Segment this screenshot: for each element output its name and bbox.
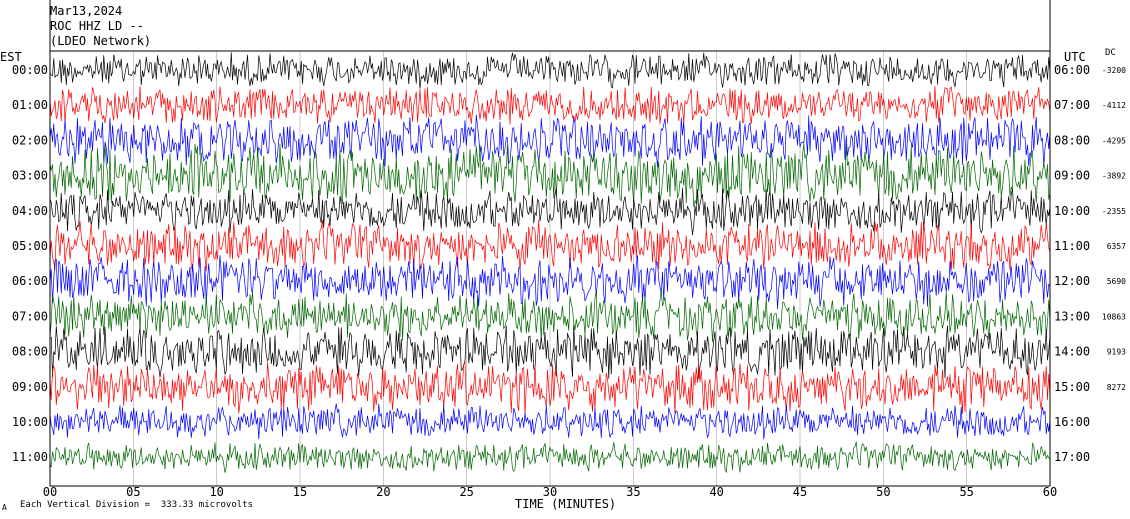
dc-offset-15:00: 8272 (1107, 383, 1126, 392)
utc-label-10:00: 10:00 (1054, 204, 1090, 218)
utc-label-13:00: 13:00 (1054, 309, 1090, 323)
x-tick-15: 15 (293, 485, 307, 499)
est-label-06:00: 06:00 (12, 274, 48, 288)
utc-row-labels: 06:00 07:00 08:00 09:00 10:00 11:00 12:00 13:00… (1054, 63, 1090, 464)
trace-16:00 (49, 403, 1051, 440)
utc-label-06:00: 06:00 (1054, 63, 1090, 77)
x-axis-ticks: 00 05 10 15 20 25 30 35 40 45 50 55 60 (43, 51, 1057, 499)
x-tick-05: 05 (126, 485, 140, 499)
plot-date: Mar13,2024 (50, 4, 123, 18)
est-axis-title: EST (0, 50, 22, 64)
est-label-11:00: 11:00 (12, 450, 48, 464)
est-label-07:00: 07:00 (12, 309, 48, 323)
utc-label-14:00: 14:00 (1054, 345, 1090, 359)
x-axis-title: TIME (MINUTES) (515, 497, 617, 511)
utc-label-08:00: 08:00 (1054, 133, 1090, 147)
trace-17:00 (49, 441, 1051, 474)
vertical-division-note: Each Vertical Division = 333.33 microvol… (20, 500, 253, 510)
utc-label-11:00: 11:00 (1054, 239, 1090, 253)
corner-mark: A (2, 503, 7, 512)
utc-label-12:00: 12:00 (1054, 274, 1090, 288)
dc-offset-08:00: -4295 (1102, 136, 1126, 145)
utc-label-09:00: 09:00 (1054, 169, 1090, 183)
dc-offset-07:00: -4112 (1102, 101, 1126, 110)
utc-label-16:00: 16:00 (1054, 415, 1090, 429)
x-tick-30: 30 (543, 485, 557, 499)
dc-offset-labels: -3200 -4112 -4295 -3892 -2355 6357 5690 10863 91… (1102, 66, 1126, 392)
seismic-traces (49, 52, 1051, 474)
trace-11:00 (49, 220, 1051, 272)
trace-08:00 (49, 114, 1051, 168)
trace-07:00 (49, 86, 1051, 125)
est-label-05:00: 05:00 (12, 239, 48, 253)
x-tick-50: 50 (876, 485, 890, 499)
plot-frame (49, 0, 1051, 487)
trace-14:00 (50, 325, 1051, 379)
dc-offset-10:00: -2355 (1102, 207, 1126, 216)
utc-label-17:00: 17:00 (1054, 450, 1090, 464)
est-label-03:00: 03:00 (12, 169, 48, 183)
trace-10:00 (49, 187, 1051, 236)
x-tick-35: 35 (626, 485, 640, 499)
dc-offset-11:00: 6357 (1107, 242, 1126, 251)
est-label-01:00: 01:00 (12, 98, 48, 112)
x-tick-45: 45 (793, 485, 807, 499)
network-name: (LDEO Network) (50, 34, 152, 48)
dc-offset-12:00: 5690 (1107, 277, 1126, 286)
station-code: ROC HHZ LD -- (50, 19, 144, 33)
x-tick-40: 40 (709, 485, 723, 499)
est-row-labels: 00:00 01:00 02:00 03:00 04:00 05:00 06:00 07:00… (12, 63, 48, 464)
x-tick-20: 20 (376, 485, 390, 499)
est-label-02:00: 02:00 (12, 133, 48, 147)
est-label-09:00: 09:00 (12, 380, 48, 394)
est-label-10:00: 10:00 (12, 415, 48, 429)
dc-column-title: DC (1105, 48, 1116, 58)
trace-06:00 (49, 52, 1051, 89)
dc-offset-13:00: 10863 (1102, 312, 1126, 321)
x-tick-55: 55 (959, 485, 973, 499)
x-tick-25: 25 (459, 485, 473, 499)
trace-13:00 (49, 290, 1051, 342)
dc-offset-06:00: -3200 (1102, 66, 1126, 75)
trace-09:00 (49, 143, 1051, 208)
utc-label-15:00: 15:00 (1054, 380, 1090, 394)
utc-label-07:00: 07:00 (1054, 98, 1090, 112)
utc-axis-title: UTC (1064, 50, 1086, 64)
trace-15:00 (49, 361, 1051, 415)
est-label-08:00: 08:00 (12, 345, 48, 359)
trace-12:00 (49, 255, 1051, 310)
dc-offset-09:00: -3892 (1102, 172, 1126, 181)
x-tick-10: 10 (209, 485, 223, 499)
x-tick-60: 60 (1043, 485, 1057, 499)
x-tick-00: 00 (43, 485, 57, 499)
est-label-04:00: 04:00 (12, 204, 48, 218)
est-label-00:00: 00:00 (12, 63, 48, 77)
dc-offset-14:00: 9193 (1107, 348, 1126, 357)
